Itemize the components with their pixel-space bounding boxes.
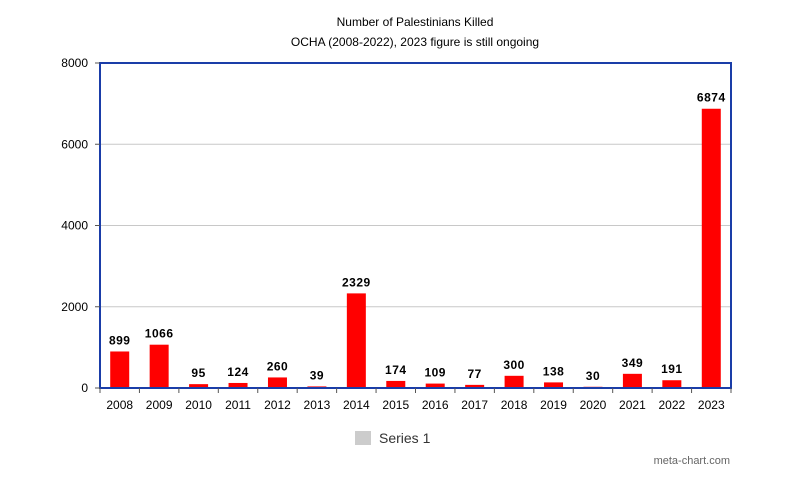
data-label-2015: 174 — [385, 363, 407, 377]
x-tick-label: 2021 — [619, 398, 646, 412]
bars — [110, 108, 721, 389]
legend-label: Series 1 — [379, 430, 431, 446]
bar-2017 — [465, 384, 485, 388]
x-tick-label: 2017 — [461, 398, 488, 412]
data-label-2016: 109 — [424, 366, 446, 380]
legend: Series 1 — [355, 430, 431, 446]
bar-2012 — [267, 377, 287, 388]
y-tick-label: 8000 — [61, 56, 88, 70]
x-tick-label: 2013 — [304, 398, 331, 412]
y-axis-ticks: 0 2000 4000 6000 8000 — [61, 56, 100, 395]
bar-2019 — [544, 382, 564, 388]
x-tick-label: 2019 — [540, 398, 567, 412]
bar-2016 — [425, 383, 445, 388]
data-label-2014: 2329 — [342, 275, 371, 289]
data-label-2022: 191 — [661, 362, 683, 376]
data-label-2021: 349 — [622, 356, 644, 370]
data-label-2011: 124 — [227, 365, 249, 379]
chart-subtitle: OCHA (2008-2022), 2023 figure is still o… — [291, 35, 539, 49]
data-label-2009: 1066 — [145, 327, 174, 341]
data-label-2013: 39 — [310, 368, 324, 382]
chart-title: Number of Palestinians Killed — [337, 15, 494, 29]
y-tick-label: 6000 — [61, 137, 88, 151]
x-tick-label: 2018 — [501, 398, 528, 412]
x-tick-label: 2009 — [146, 398, 173, 412]
bar-2022 — [662, 380, 682, 388]
y-tick-label: 0 — [81, 381, 88, 395]
gridlines — [100, 62, 731, 389]
x-tick-label: 2014 — [343, 398, 370, 412]
data-labels: 899 1066 95 124 260 39 2329 174 109 77 300 138 30 349… — [109, 91, 726, 383]
data-label-2017: 77 — [467, 367, 481, 381]
data-label-2019: 138 — [543, 364, 565, 378]
bar-2014 — [346, 293, 366, 388]
bar-2009 — [149, 344, 169, 388]
x-tick-label: 2015 — [382, 398, 409, 412]
x-tick-label: 2022 — [658, 398, 685, 412]
data-label-2023: 6874 — [697, 91, 726, 105]
data-label-2008: 899 — [109, 333, 131, 347]
data-label-2012: 260 — [267, 359, 289, 373]
data-label-2020: 30 — [586, 369, 600, 383]
x-tick-label: 2012 — [264, 398, 291, 412]
x-tick-label: 2010 — [185, 398, 212, 412]
x-tick-label: 2020 — [580, 398, 607, 412]
x-tick-label: 2016 — [422, 398, 449, 412]
credit-text: meta-chart.com — [654, 455, 730, 467]
x-tick-label: 2023 — [698, 398, 725, 412]
x-axis-ticks: 2008 2009 2010 2011 2012 2013 2014 2015 2016 2017… — [99, 388, 732, 412]
bar-2021 — [622, 373, 642, 388]
y-tick-label: 4000 — [61, 219, 88, 233]
data-label-2018: 300 — [503, 358, 525, 372]
bar-2015 — [386, 380, 406, 388]
bar-2011 — [228, 382, 248, 388]
legend-swatch — [355, 431, 371, 445]
bar-2010 — [189, 384, 209, 388]
bar-2018 — [504, 375, 524, 388]
x-tick-label: 2011 — [225, 398, 251, 412]
data-label-2010: 95 — [191, 366, 205, 380]
y-tick-label: 2000 — [61, 300, 88, 314]
x-tick-label: 2008 — [106, 398, 133, 412]
bar-2008 — [110, 351, 130, 388]
bar-2023 — [701, 108, 721, 389]
